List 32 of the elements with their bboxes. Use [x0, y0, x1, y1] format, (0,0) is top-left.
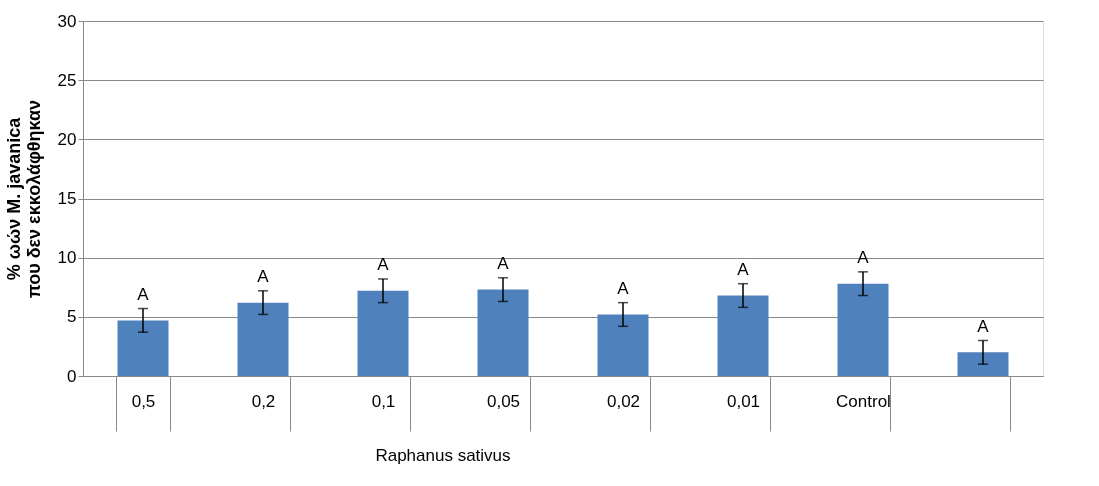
y-tick-label: 0 [67, 366, 77, 386]
y-tick-label: 5 [67, 307, 77, 327]
y-tick-label: 30 [57, 11, 77, 31]
data-label: A [977, 316, 990, 336]
y-tick-label: 15 [57, 189, 77, 208]
y-tick-label: 10 [57, 248, 77, 268]
bar [117, 320, 169, 376]
data-label: A [377, 254, 390, 274]
x-tick-label: 0,1 [371, 391, 396, 411]
y-tick-label: 20 [57, 129, 77, 149]
data-label: A [497, 253, 510, 273]
x-tick-label: 0,5 [131, 391, 156, 411]
y-axis-title: % ωών M. javanica που δεν εκκολάφθηκαν [3, 99, 44, 299]
data-label: A [137, 284, 150, 304]
bar [237, 302, 289, 376]
data-label: A [617, 278, 630, 298]
x-tick-label: 0,05 [486, 391, 521, 411]
data-label: A [737, 259, 750, 279]
data-label: A [857, 247, 870, 267]
bar [957, 352, 1009, 376]
bar [477, 289, 529, 376]
bar [597, 314, 649, 376]
x-tick-label: 0,01 [726, 391, 761, 411]
bar [837, 283, 889, 376]
x-tick-label: 0,2 [251, 391, 276, 411]
x-tick-label: 0,02 [606, 391, 641, 411]
text: Raphanus sativus [375, 446, 511, 465]
bar [717, 295, 769, 376]
x-tick-label: Control [836, 391, 891, 411]
y-tick-label: 25 [57, 70, 77, 90]
bar [357, 290, 409, 376]
data-label: A [257, 266, 270, 286]
